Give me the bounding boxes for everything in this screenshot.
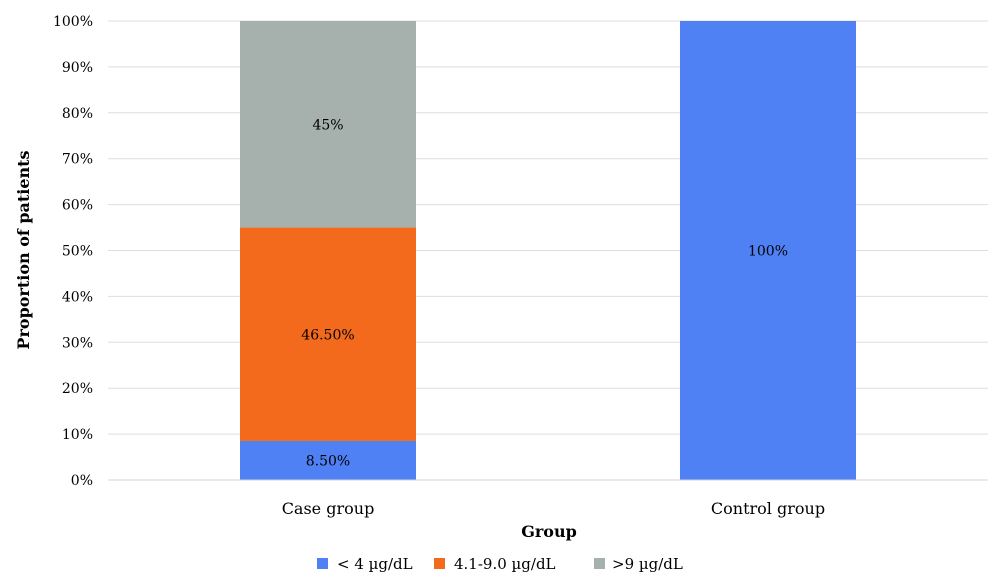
bar-segment (240, 21, 416, 228)
y-tick-label: 90% (62, 60, 93, 76)
legend-label: >9 µg/dL (612, 555, 683, 573)
legend: < 4 µg/dL 4.1-9.0 µg/dL >9 µg/dL (317, 555, 683, 573)
data-label: 46.50% (301, 327, 354, 343)
data-labels: 8.50% 46.50% 45% 100% (301, 117, 788, 469)
y-tick-label: 0% (71, 473, 93, 489)
data-label: 45% (312, 117, 343, 133)
y-tick-label: 100% (53, 14, 93, 30)
bars (240, 21, 856, 480)
legend-label: < 4 µg/dL (337, 555, 413, 573)
x-tick-label: Control group (711, 499, 825, 518)
y-tick-label: 40% (62, 289, 93, 305)
bar-segment (240, 440, 416, 480)
y-tick-label: 10% (62, 427, 93, 443)
x-axis-title: Group (521, 522, 577, 541)
y-tick-label: 50% (62, 244, 93, 260)
y-tick-label: 80% (62, 106, 93, 122)
legend-swatch (594, 558, 605, 569)
data-label: 8.50% (306, 453, 350, 469)
bar-segment (240, 227, 416, 441)
x-tick-label: Case group (282, 499, 375, 518)
y-tick-label: 20% (62, 381, 93, 397)
y-tick-label: 60% (62, 198, 93, 214)
legend-swatch (317, 558, 328, 569)
y-tick-label: 30% (62, 335, 93, 351)
legend-label: 4.1-9.0 µg/dL (454, 555, 556, 573)
data-label: 100% (748, 244, 788, 260)
legend-swatch (434, 558, 445, 569)
x-axis-ticks: Case group Control group (282, 499, 825, 518)
y-axis-title: Proportion of patients (14, 150, 33, 349)
y-tick-label: 70% (62, 152, 93, 168)
y-axis-ticks: 0% 10% 20% 30% 40% 50% 60% 70% 80% 90% 100% (53, 14, 93, 489)
bar-segment (680, 21, 856, 480)
